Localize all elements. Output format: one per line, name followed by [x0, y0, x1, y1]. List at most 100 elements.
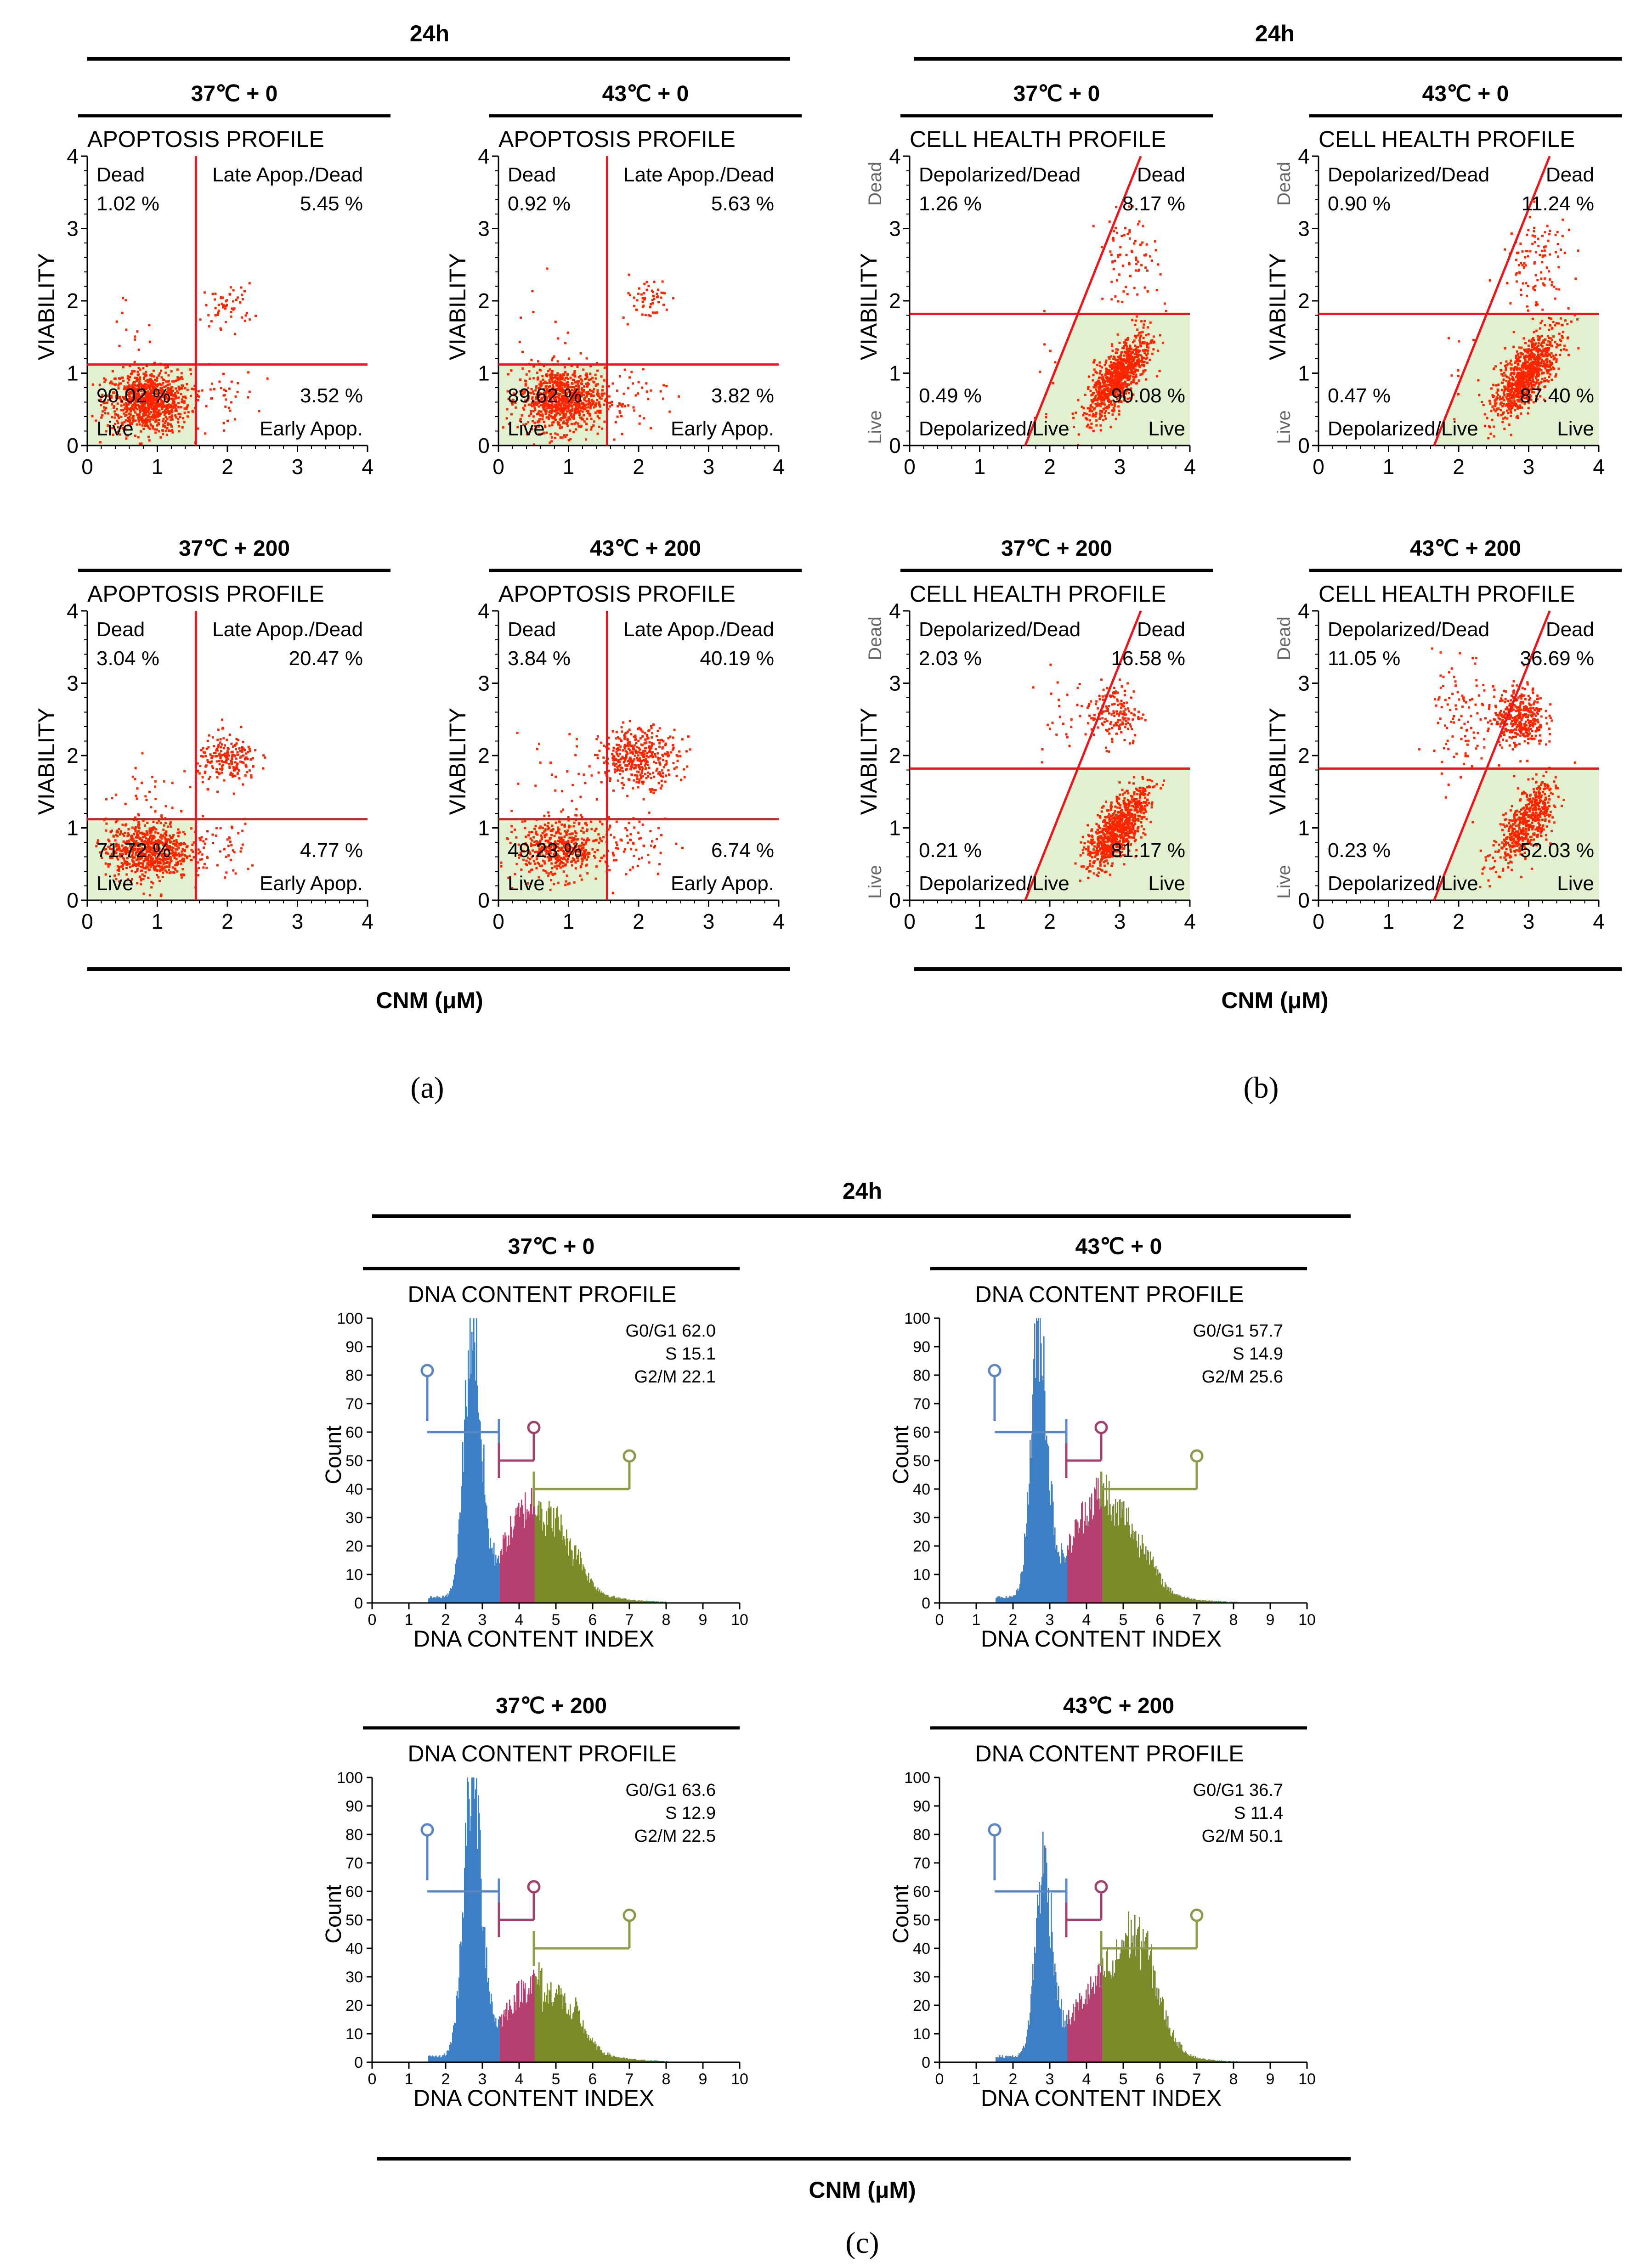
event-dot [572, 825, 575, 828]
event-dot [532, 420, 534, 423]
event-dot [603, 403, 605, 406]
event-dot [567, 386, 570, 389]
event-dot [572, 386, 575, 389]
event-dot [644, 738, 647, 741]
event-dot [1094, 403, 1097, 406]
event-dot [1091, 415, 1094, 417]
event-dot [644, 297, 646, 299]
event-dot [583, 399, 586, 401]
event-dot [159, 866, 162, 869]
event-dot [657, 827, 660, 829]
event-dot [150, 880, 153, 883]
event-dot [158, 430, 160, 433]
event-dot [223, 848, 226, 851]
event-dot [150, 390, 153, 393]
event-dot [124, 415, 127, 417]
event-dot [536, 413, 538, 416]
event-dot [156, 377, 158, 379]
event-dot [590, 393, 593, 395]
event-dot [589, 389, 591, 391]
event-dot [160, 406, 163, 409]
quadrant-value: 49.23 % [508, 839, 582, 862]
event-dot [626, 730, 629, 733]
event-dot [656, 838, 658, 840]
event-dot [118, 417, 120, 419]
event-dot [566, 874, 568, 877]
event-dot [184, 395, 187, 398]
event-dot [662, 755, 664, 757]
event-dot [588, 400, 590, 403]
event-dot [232, 300, 234, 303]
event-dot [1137, 334, 1140, 337]
event-dot [110, 380, 113, 383]
event-dot [618, 748, 621, 751]
event-dot [159, 399, 162, 401]
event-dot [563, 825, 566, 828]
event-dot [1099, 376, 1102, 379]
event-dot [600, 397, 603, 400]
event-dot [201, 389, 204, 392]
event-dot [523, 408, 526, 411]
event-dot [181, 850, 183, 853]
event-dot [150, 831, 153, 834]
event-dot [153, 389, 156, 392]
event-dot [160, 841, 163, 844]
event-dot [126, 861, 129, 863]
event-dot [666, 750, 669, 753]
event-dot [224, 876, 226, 879]
event-dot [160, 369, 162, 372]
event-dot [1103, 412, 1106, 415]
event-dot [241, 750, 243, 753]
event-dot [587, 383, 590, 385]
event-dot [124, 824, 127, 827]
event-dot [234, 755, 236, 757]
event-dot [168, 845, 171, 847]
event-dot [197, 399, 199, 401]
event-dot [635, 781, 638, 784]
tick-label: 3 [292, 909, 304, 933]
tick-label: 3 [478, 217, 490, 241]
event-dot [672, 297, 674, 299]
event-dot [537, 412, 540, 414]
event-dot [207, 761, 209, 763]
event-dot [181, 384, 183, 387]
event-dot [1099, 424, 1102, 427]
event-dot [551, 357, 554, 359]
event-dot [139, 862, 141, 864]
event-dot [134, 411, 137, 414]
event-dot [152, 820, 155, 823]
event-dot [555, 414, 557, 417]
event-dot [135, 380, 138, 383]
event-dot [552, 389, 555, 391]
event-dot [196, 395, 199, 397]
event-dot [577, 773, 580, 775]
event-dot [141, 833, 144, 835]
event-dot [515, 406, 517, 409]
event-dot [552, 396, 555, 399]
event-dot [95, 419, 97, 422]
event-dot [569, 418, 572, 421]
event-dot [111, 829, 113, 832]
event-dot [133, 386, 136, 389]
event-dot [140, 442, 143, 445]
event-dot [565, 413, 567, 416]
tick-label: 4 [362, 455, 373, 479]
event-dot [569, 438, 572, 440]
event-dot [547, 407, 550, 410]
event-dot [219, 767, 221, 770]
event-dot [623, 745, 626, 748]
event-dot [546, 389, 549, 392]
event-dot [181, 398, 184, 401]
event-dot [169, 861, 171, 864]
event-dot [644, 747, 646, 750]
event-dot [151, 404, 153, 407]
event-dot [544, 403, 547, 406]
event-dot [172, 400, 174, 403]
event-dot [138, 413, 141, 416]
event-dot [121, 297, 124, 299]
event-dot [569, 395, 572, 398]
event-dot [563, 399, 566, 402]
event-dot [557, 422, 560, 424]
scatter-plot: APOPTOSIS PROFILE0011223344VIABILITYDead… [34, 581, 373, 933]
quadrant-label: Live [96, 417, 134, 440]
